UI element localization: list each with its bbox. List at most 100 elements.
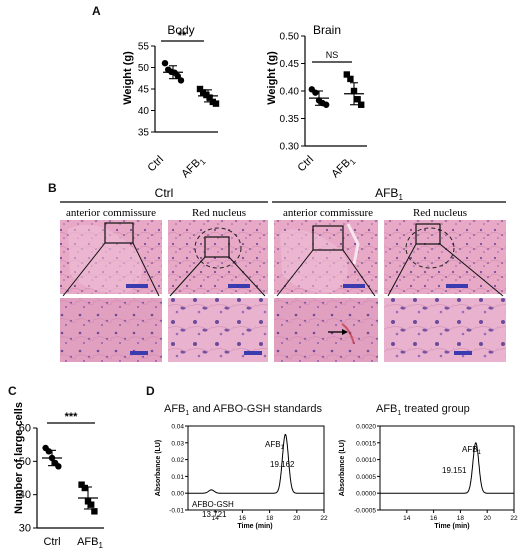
afb1-group-label: AFB1 bbox=[375, 186, 403, 202]
y-tick-label: 0.0010 bbox=[356, 457, 376, 464]
micrograph-ctrl-rednucleus-high bbox=[168, 298, 268, 362]
y-tick-label: 0.03 bbox=[171, 440, 184, 447]
std-chromatogram-trace bbox=[188, 434, 324, 494]
x-tick-label: 14 bbox=[212, 515, 220, 522]
panel-b-label: B bbox=[48, 181, 57, 195]
y-tick-label: 40 bbox=[138, 106, 150, 117]
data-point bbox=[347, 75, 354, 83]
hplc-standards-title: AFB1 and AFBO-GSH standards bbox=[164, 403, 322, 418]
treated-ylabel: Absorbance (LU) bbox=[339, 440, 346, 496]
x-tick-label: 16 bbox=[239, 515, 247, 522]
y-tick-label: 0.40 bbox=[280, 87, 300, 98]
y-tick-label: 45 bbox=[138, 85, 150, 96]
treated-xlabel: Time (min) bbox=[434, 523, 469, 530]
y-tick-label: 30 bbox=[19, 523, 31, 535]
region-label-2: Red nucleus bbox=[192, 207, 246, 219]
panel-a-label: A bbox=[92, 4, 101, 18]
hplc-treated-chart: Absorbance (LU) -0.0005 0.0000 0.0005 0.001… bbox=[339, 424, 518, 531]
brain-chart-ylabel: Weight (g) bbox=[266, 51, 278, 105]
data-point bbox=[203, 91, 210, 99]
std-ylabel: Absorbance (LU) bbox=[155, 440, 162, 496]
data-point bbox=[78, 481, 85, 488]
zoom-lines bbox=[62, 242, 504, 297]
std-peak-afbo-time: 13.721 bbox=[202, 510, 227, 519]
y-tick-label: -0.01 bbox=[169, 508, 184, 515]
treated-peak-afb1-time: 19.151 bbox=[442, 466, 467, 475]
std-axes: -0.01 0.00 0.01 0.02 0.03 0.04 14 16 18 20 22 bbox=[169, 424, 328, 523]
large-cells-points bbox=[42, 444, 98, 515]
std-peak-afbo-name: AFBO-GSH bbox=[192, 500, 234, 509]
y-tick-label: 0.0000 bbox=[356, 491, 376, 498]
x-tick-label: 16 bbox=[430, 515, 438, 522]
data-point bbox=[55, 463, 62, 470]
data-point bbox=[161, 60, 169, 67]
hplc-standards-chart: Absorbance (LU) -0.01 0.00 0.01 0.02 0.03 0.0… bbox=[155, 424, 328, 531]
y-tick-label: 50 bbox=[138, 63, 150, 74]
y-tick-label: 55 bbox=[138, 42, 150, 53]
data-point bbox=[81, 484, 88, 492]
y-tick-label: 0.35 bbox=[280, 114, 300, 125]
treated-axes: -0.0005 0.0000 0.0005 0.0010 0.0015 0.0020 14 1… bbox=[354, 424, 518, 523]
y-tick-label: 0.50 bbox=[280, 32, 300, 43]
y-tick-label: 40 bbox=[19, 489, 31, 501]
plot-frame bbox=[187, 425, 325, 511]
x-tick-label: 20 bbox=[293, 515, 301, 522]
x-tick-label: 22 bbox=[510, 515, 518, 522]
region-label-4: Red nucleus bbox=[413, 207, 467, 219]
data-point bbox=[196, 85, 204, 93]
y-tick-label: 0.00 bbox=[171, 491, 184, 498]
data-point bbox=[358, 101, 365, 108]
y-tick-label: 0.30 bbox=[280, 142, 300, 153]
x-tick-label: 20 bbox=[484, 515, 492, 522]
brain-chart-title: Brain bbox=[313, 23, 341, 37]
y-tick-label: 0.02 bbox=[171, 457, 184, 464]
data-point bbox=[312, 89, 319, 96]
x-tick-label: 18 bbox=[266, 515, 274, 522]
large-cells-ylabel: Number of large cells bbox=[13, 402, 25, 514]
data-point bbox=[91, 508, 98, 515]
data-point bbox=[343, 71, 350, 78]
data-point bbox=[177, 77, 185, 84]
y-tick-label: 60 bbox=[19, 423, 31, 435]
panel-d-label: D bbox=[146, 384, 155, 398]
x-tick-label: 18 bbox=[457, 515, 465, 522]
data-point bbox=[323, 101, 330, 108]
y-tick-label: 50 bbox=[19, 456, 31, 468]
cells-sig-label: *** bbox=[65, 411, 79, 423]
y-tick-label: -0.0005 bbox=[354, 508, 376, 515]
body-sig-label: ** bbox=[178, 30, 187, 42]
data-point bbox=[354, 96, 361, 103]
brain-xtick-ctrl: Ctrl bbox=[296, 154, 317, 175]
region-label-3: anterior commissure bbox=[283, 207, 373, 219]
cells-xtick-ctrl: Ctrl bbox=[43, 536, 60, 548]
hplc-treated-title: AFB1 treated group bbox=[376, 403, 470, 418]
panel-c-label: C bbox=[8, 384, 17, 398]
body-chart-points bbox=[161, 60, 220, 107]
cells-xtick-afb1: AFB1 bbox=[77, 536, 103, 550]
plot-frame bbox=[379, 425, 515, 511]
y-tick-label: 0.04 bbox=[171, 424, 184, 431]
y-tick-label: 0.01 bbox=[171, 474, 184, 481]
body-chart-title: Body bbox=[167, 23, 194, 37]
micrograph-afb1-anterior-high bbox=[274, 298, 378, 362]
micrograph-afb1-anterior-low bbox=[274, 220, 378, 294]
data-point bbox=[88, 501, 95, 508]
y-tick-label: 0.0015 bbox=[356, 440, 376, 447]
region-label-1: anterior commissure bbox=[66, 207, 156, 219]
data-point bbox=[212, 100, 220, 107]
brain-weight-chart: Brain Weight (g) 0.30 0.35 0.40 0.45 0.50 NS… bbox=[266, 23, 367, 179]
data-point bbox=[45, 448, 52, 455]
ctrl-group-label: Ctrl bbox=[155, 186, 174, 200]
y-tick-label: 0.45 bbox=[280, 59, 300, 70]
body-chart-ylabel: Weight (g) bbox=[122, 51, 134, 105]
brain-chart-y-axis: 0.30 0.35 0.40 0.45 0.50 bbox=[280, 32, 367, 153]
std-xlabel: Time (min) bbox=[237, 523, 272, 530]
brain-xtick-afb1: AFB1 bbox=[329, 153, 358, 179]
large-cells-y-axis: 30 40 50 60 bbox=[19, 423, 104, 535]
data-point bbox=[206, 94, 213, 101]
y-tick-label: 35 bbox=[138, 128, 150, 139]
micrograph-ctrl-anterior-low bbox=[60, 220, 162, 294]
y-tick-label: 0.0020 bbox=[356, 424, 376, 431]
treated-peak-afb1-name: AFB1 bbox=[462, 445, 482, 456]
